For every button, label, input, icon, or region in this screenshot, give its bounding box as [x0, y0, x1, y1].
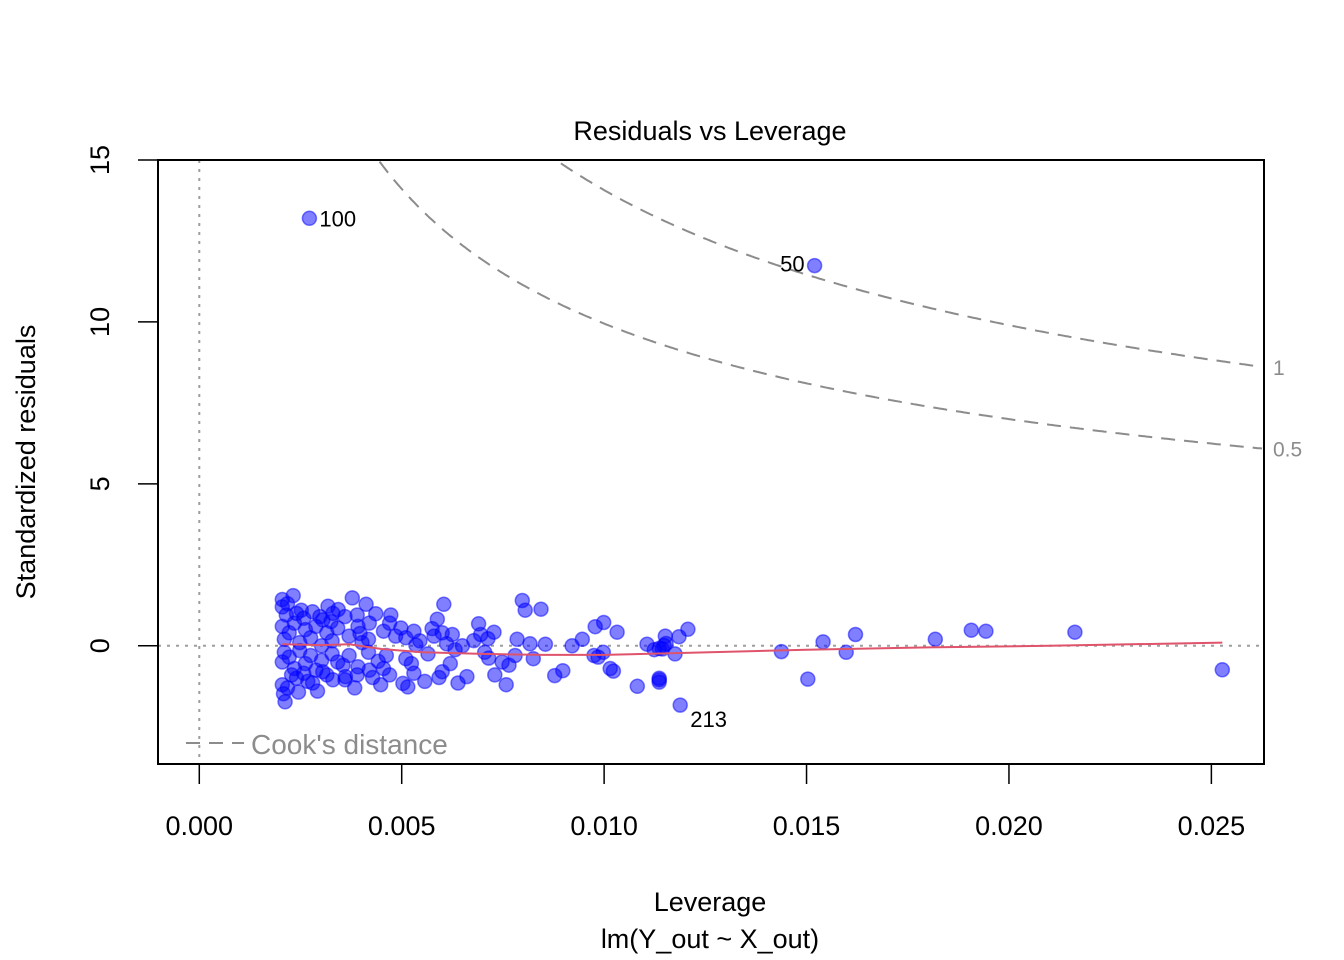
- data-point: [381, 667, 398, 683]
- y-tick-label: 0: [85, 638, 115, 653]
- data-point: [522, 636, 538, 652]
- x-axis-label: Leverage: [654, 887, 767, 917]
- data-point: [672, 697, 688, 713]
- y-tick-label: 15: [85, 145, 115, 175]
- point-label-213: 213: [690, 707, 727, 732]
- y-axis-label: Standardized residuals: [11, 325, 41, 600]
- data-point: [454, 638, 471, 654]
- data-point: [1214, 662, 1231, 678]
- data-point: [494, 654, 510, 670]
- legend: Cook's distance: [186, 729, 448, 760]
- cooks-curve-0.5: [377, 160, 1263, 450]
- data-point: [358, 596, 374, 613]
- cooks-distance-curves: [377, 160, 1263, 450]
- data-point: [304, 675, 321, 691]
- data-point: [360, 631, 377, 648]
- smooth-line: [282, 641, 1223, 656]
- data-point: [546, 667, 563, 684]
- data-point: [595, 644, 612, 661]
- point-label-100: 100: [319, 206, 356, 231]
- data-point: [277, 694, 293, 710]
- data-point: [341, 647, 357, 664]
- x-tick-label: 0.020: [975, 811, 1043, 841]
- smooth-line-group: [282, 641, 1223, 656]
- data-point: [279, 595, 296, 612]
- data-point: [329, 620, 346, 636]
- data-point: [629, 678, 646, 695]
- data-point: [406, 665, 422, 682]
- data-point: [806, 257, 823, 274]
- data-point: [533, 601, 549, 617]
- data-point: [476, 644, 493, 661]
- data-point: [361, 662, 378, 678]
- data-point: [609, 624, 625, 640]
- data-point: [315, 663, 331, 680]
- data-point: [434, 625, 450, 641]
- x-tick-label: 0.005: [368, 811, 436, 841]
- data-point: [657, 628, 674, 644]
- cooks-level-labels: 0.51: [1273, 357, 1302, 462]
- data-point: [360, 644, 377, 661]
- y-tick-label: 5: [85, 476, 115, 491]
- data-point: [509, 631, 525, 648]
- data-point: [329, 654, 346, 670]
- data-point: [470, 616, 487, 632]
- data-point: [398, 650, 414, 667]
- x-axis: 0.000 0.005 0.010 0.015 0.020 0.025: [166, 763, 1246, 841]
- x-tick-label: 0.025: [1178, 811, 1246, 841]
- data-point: [639, 636, 655, 652]
- data-point: [301, 210, 318, 227]
- data-point: [963, 622, 980, 638]
- data-point: [295, 665, 312, 682]
- data-point: [361, 615, 378, 631]
- x-axis-sublabel: lm(Y_out ~ X_out): [601, 924, 819, 954]
- data-point: [651, 672, 667, 688]
- y-axis: 0 5 10 15: [85, 145, 159, 653]
- point-labels: 100 50 213: [319, 206, 804, 732]
- x-tick-label: 0.010: [570, 811, 638, 841]
- data-point: [815, 634, 831, 650]
- legend-label: Cook's distance: [251, 729, 448, 760]
- data-point: [564, 638, 580, 654]
- data-point: [406, 623, 422, 639]
- data-point: [605, 663, 622, 679]
- data-point: [304, 604, 321, 620]
- data-point: [417, 673, 433, 690]
- data-point: [838, 644, 854, 661]
- data-point: [341, 628, 357, 644]
- data-point: [487, 667, 503, 683]
- data-point: [537, 636, 554, 652]
- cooks-level-label-1: 1: [1273, 357, 1285, 380]
- data-point: [434, 663, 450, 680]
- data-point: [344, 590, 361, 606]
- data-point: [927, 631, 944, 648]
- data-point: [514, 592, 531, 609]
- data-point: [279, 680, 296, 696]
- data-point: [587, 618, 603, 635]
- data-points: [274, 210, 1231, 713]
- x-tick-label: 0.000: [166, 811, 234, 841]
- y-tick-label: 10: [85, 307, 115, 337]
- reference-lines: [158, 160, 1264, 764]
- data-point: [395, 675, 411, 692]
- data-point: [1067, 624, 1083, 640]
- data-point: [381, 615, 398, 631]
- data-point: [349, 607, 365, 623]
- cooks-curve-1: [554, 160, 1263, 368]
- data-point: [450, 675, 466, 691]
- cooks-level-label-0.5: 0.5: [1273, 439, 1302, 462]
- data-point: [978, 623, 994, 639]
- data-point: [436, 596, 452, 613]
- data-point: [671, 628, 687, 645]
- data-point: [420, 646, 436, 662]
- point-label-50: 50: [780, 252, 804, 277]
- x-tick-label: 0.015: [773, 811, 841, 841]
- data-point: [847, 626, 864, 643]
- data-point: [773, 643, 790, 660]
- data-point: [800, 671, 816, 687]
- data-point: [498, 676, 514, 693]
- chart-title: Residuals vs Leverage: [573, 116, 846, 146]
